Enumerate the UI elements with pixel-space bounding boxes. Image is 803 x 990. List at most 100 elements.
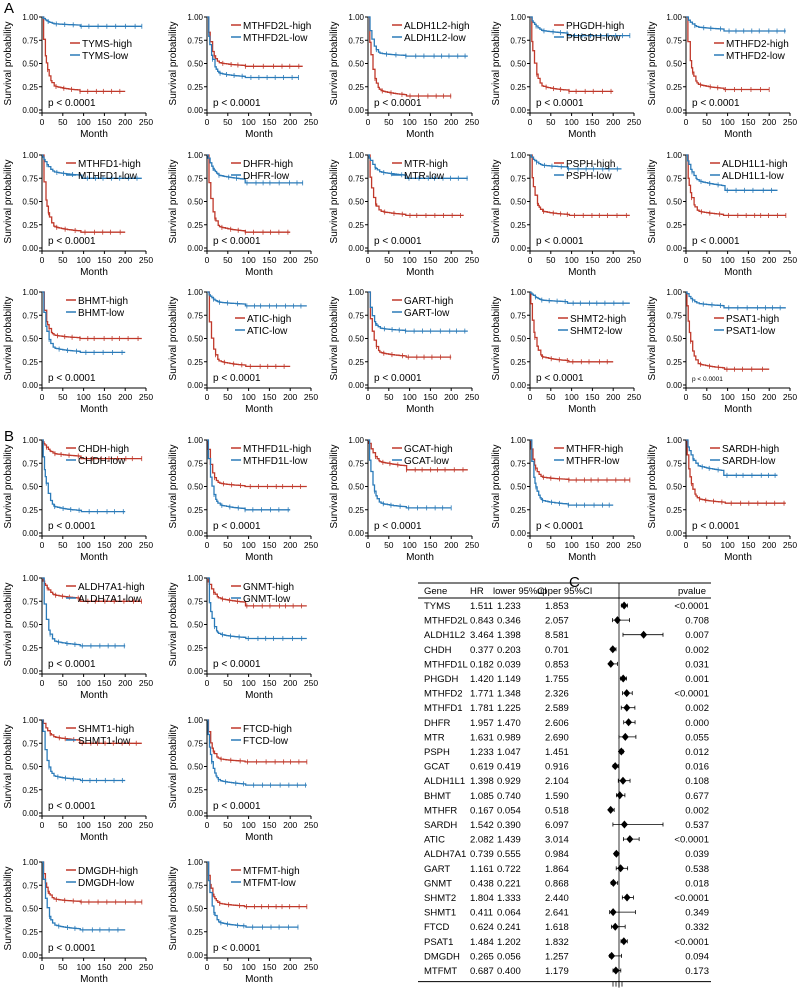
lower-ci-value: 1.470: [497, 718, 521, 729]
y-tick-label: 1.00: [348, 151, 364, 160]
x-tick-label: 250: [139, 820, 153, 830]
legend-entry: SHMT2-high: [570, 314, 626, 325]
x-tick-label: 150: [262, 392, 276, 402]
x-tick-label: 100: [242, 117, 256, 127]
lower-ci-value: 0.740: [497, 791, 521, 802]
upper-ci-value: 1.832: [545, 937, 569, 948]
gene-name: PSAT1: [424, 937, 453, 948]
hr-point: [617, 747, 625, 756]
x-tick-label: 0: [40, 820, 45, 830]
legend-entry: GCAT-high: [404, 444, 453, 455]
legend-entry: MTHFR-low: [566, 456, 620, 467]
survival-curve-low: [42, 577, 126, 647]
x-tick-label: 200: [118, 117, 132, 127]
x-tick-label: 150: [423, 540, 437, 550]
p-value-label: p < 0.0001: [536, 373, 584, 384]
x-tick-label: 150: [741, 117, 755, 127]
gene-name: DMGDH: [424, 951, 460, 962]
hr-point: [613, 616, 621, 625]
x-tick-label: 250: [304, 392, 318, 402]
x-tick-label: 50: [58, 540, 68, 550]
x-tick-label: 100: [565, 117, 579, 127]
y-tick-label: 0.50: [22, 198, 38, 207]
p-value-label: p < 0.0001: [48, 521, 96, 532]
legend-entry: ATIC-low: [247, 326, 288, 337]
x-tick-label: 100: [565, 392, 579, 402]
y-tick-label: 0.75: [22, 174, 38, 183]
y-axis-label: Survival probability: [329, 160, 340, 244]
lower-ci-value: 0.054: [497, 805, 521, 816]
y-tick-label: 0.25: [348, 221, 364, 230]
hr-value: 1.484: [470, 937, 494, 948]
y-tick-label: 1.00: [510, 288, 526, 297]
survival-curve-low: [42, 861, 126, 931]
x-tick-label: 100: [242, 540, 256, 550]
survival-curve-high: [368, 291, 452, 358]
x-tick-label: 150: [585, 117, 599, 127]
x-tick-label: 200: [118, 678, 132, 688]
x-tick-label: 50: [58, 820, 68, 830]
legend-entry: GNMT-low: [243, 594, 291, 605]
y-tick-label: 0.75: [348, 459, 364, 468]
x-tick-label: 100: [403, 117, 417, 127]
survival-curve-low: [530, 291, 630, 304]
y-tick-label: 0.00: [510, 529, 526, 538]
lower-ci-value: 1.233: [497, 601, 521, 612]
y-tick-label: 0.75: [510, 36, 526, 45]
x-tick-label: 250: [627, 255, 641, 265]
x-axis-label: Month: [80, 404, 108, 415]
survival-curve-low: [368, 154, 468, 179]
gene-name: SHMT1: [424, 908, 456, 919]
lower-ci-value: 0.400: [497, 966, 521, 977]
x-tick-label: 250: [304, 117, 318, 127]
km-plot-tyms: 0.00 0.25 0.50 0.75 1.00 0 50 100 150 200 250 Month…: [3, 13, 153, 140]
upper-ci-value: 2.104: [545, 776, 569, 787]
x-tick-label: 50: [58, 255, 68, 265]
x-tick-label: 50: [384, 540, 394, 550]
km-plot-ftcd: 0.00 0.25 0.50 0.75 1.00 0 50 100 150 200 250 Month…: [168, 716, 318, 843]
y-tick-label: 0.00: [187, 529, 203, 538]
x-tick-label: 50: [223, 820, 233, 830]
hr-point: [609, 645, 617, 654]
x-tick-label: 0: [366, 117, 371, 127]
x-tick-label: 150: [97, 962, 111, 972]
pvalue-value: 0.012: [685, 747, 709, 758]
km-plot-dmgdh: 0.00 0.25 0.50 0.75 1.00 0 50 100 150 200 250 Month…: [3, 858, 153, 985]
y-tick-label: 0.75: [22, 597, 38, 606]
hr-value: 0.377: [470, 645, 494, 656]
gene-name: ALDH1L2: [424, 630, 465, 641]
hr-value: 0.739: [470, 849, 494, 860]
x-tick-label: 150: [423, 255, 437, 265]
legend-entry: GNMT-high: [243, 582, 294, 593]
survival-curve-high: [207, 16, 303, 67]
pvalue-value: 0.018: [685, 878, 709, 889]
y-tick-label: 0.25: [666, 506, 682, 515]
x-tick-label: 50: [384, 392, 394, 402]
x-axis-label: Month: [724, 552, 752, 563]
y-axis-label: Survival probability: [491, 445, 502, 529]
upper-ci-value: 2.440: [545, 893, 569, 904]
x-tick-label: 50: [702, 540, 712, 550]
upper-ci-value: 1.590: [545, 791, 569, 802]
survival-curve-high: [686, 154, 786, 217]
pvalue-value: 0.055: [685, 732, 709, 743]
x-tick-label: 100: [77, 117, 91, 127]
y-tick-label: 0.00: [187, 667, 203, 676]
hr-point: [607, 805, 615, 814]
y-tick-label: 0.25: [187, 928, 203, 937]
x-tick-label: 150: [97, 117, 111, 127]
x-tick-label: 150: [585, 392, 599, 402]
x-axis-label: Month: [245, 690, 273, 701]
x-tick-label: 100: [721, 117, 735, 127]
x-axis-label: Month: [245, 404, 273, 415]
x-tick-label: 0: [684, 540, 689, 550]
upper-ci-value: 1.451: [545, 747, 569, 758]
km-plot-atic: 0.00 0.25 0.50 0.75 1.00 0 50 100 150 200 250 Month…: [168, 288, 318, 415]
hr-point: [620, 601, 628, 610]
survival-curve-high: [368, 16, 452, 97]
lower-ci-value: 0.722: [497, 864, 521, 875]
gene-name: TYMS: [424, 601, 450, 612]
x-axis-label: Month: [568, 129, 596, 140]
x-tick-label: 100: [77, 540, 91, 550]
upper-ci-value: 0.916: [545, 762, 569, 773]
